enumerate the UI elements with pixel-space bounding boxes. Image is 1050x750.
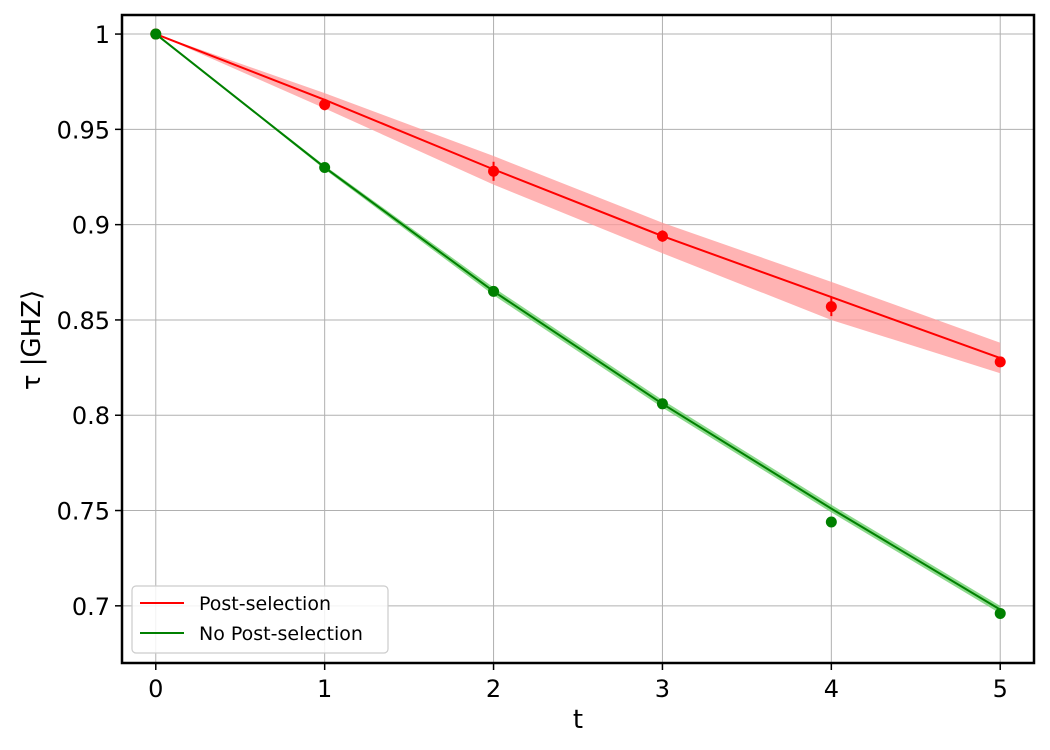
y-tick-label: 0.7 [72, 593, 110, 621]
plot-area-background [122, 15, 1034, 663]
y-axis-label: τ |GHZ⟩ [17, 290, 47, 390]
y-tick-label: 0.95 [57, 116, 110, 144]
point-no-post-selection [488, 285, 500, 297]
legend-label-no-post-selection: No Post-selection [199, 623, 363, 645]
x-tick-label: 3 [655, 675, 670, 703]
point-post-selection [825, 301, 837, 313]
band-no-post-selection [155, 34, 1001, 614]
line-post-selection [155, 33, 1001, 359]
x-axis-label: t [573, 705, 583, 735]
point-no-post-selection [319, 161, 331, 173]
legend: Post-selection No Post-selection [131, 585, 389, 654]
legend-box [131, 585, 389, 654]
point-post-selection [319, 99, 331, 111]
y-axis-ticks: 0.7 0.75 0.8 0.85 0.9 0.95 1 [57, 21, 122, 621]
y-tick-label: 0.8 [72, 402, 110, 430]
point-no-post-selection [150, 28, 162, 40]
point-post-selection [488, 165, 500, 177]
y-tick-label: 0.85 [57, 307, 110, 335]
point-no-post-selection [656, 398, 668, 410]
point-no-post-selection [994, 607, 1006, 619]
data-points [150, 28, 1006, 619]
legend-label-post-selection: Post-selection [199, 593, 331, 615]
x-axis-ticks: 0 1 2 3 4 5 [148, 663, 1008, 703]
series-lines [155, 33, 1001, 611]
point-post-selection [656, 230, 668, 242]
x-tick-label: 5 [993, 675, 1008, 703]
x-tick-label: 2 [486, 675, 501, 703]
x-tick-label: 4 [824, 675, 839, 703]
y-tick-label: 0.75 [57, 498, 110, 526]
point-no-post-selection [825, 516, 837, 528]
x-tick-label: 0 [148, 675, 163, 703]
x-tick-label: 1 [317, 675, 332, 703]
y-tick-label: 0.9 [72, 212, 110, 240]
point-post-selection [994, 356, 1006, 368]
y-tick-label: 1 [95, 21, 110, 49]
line-no-post-selection [155, 33, 1001, 611]
plot-frame [120, 13, 1036, 665]
